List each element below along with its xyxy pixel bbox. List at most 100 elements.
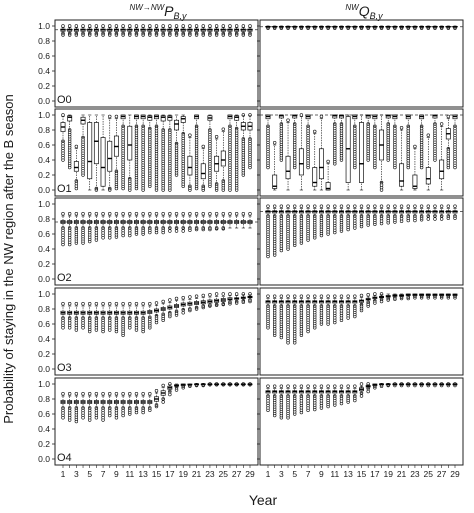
outlier-point [266,384,270,388]
box-year-9 [113,114,119,191]
outlier-point [148,392,152,396]
row-label: O4 [57,452,72,464]
outlier-point [188,212,192,216]
box-year-6 [93,392,99,420]
col-title-2-pre: NW [345,3,360,12]
box-year-17 [167,298,173,319]
box-year-1 [60,212,66,247]
y-tick-label: 0.4 [38,155,50,165]
box-year-26 [227,212,233,229]
box-year-9 [318,294,324,326]
box-year-29 [247,382,253,387]
box-year-26 [227,24,233,37]
box-year-28 [240,113,246,177]
box-year-15 [359,293,364,313]
panel-o2-col2 [257,197,464,286]
box-year-28 [240,382,246,387]
x-tick-label: 29 [450,469,460,479]
outlier-point [221,212,225,216]
box-iqr [339,114,344,119]
outlier-point [201,24,205,28]
row-label: O3 [57,362,72,374]
box-year-2 [67,392,73,422]
outlier-point [194,294,199,298]
outlier-point [306,294,310,298]
box-year-2 [67,114,73,170]
outlier-point [141,392,145,396]
box-year-10 [325,159,331,191]
box-year-24 [214,135,220,192]
outlier-point [168,298,172,302]
outlier-point [439,122,444,126]
box-year-21 [399,293,405,301]
box-year-19 [180,296,186,315]
box-year-29 [452,382,458,388]
outlier-point [61,113,65,117]
x-tick-label: 17 [165,469,175,479]
box-year-28 [240,292,246,304]
box-year-14 [352,204,358,230]
box-year-10 [325,294,331,326]
box-year-16 [365,204,371,227]
outlier-point [181,296,185,300]
outlier-point [359,204,364,208]
box-year-17 [372,114,378,170]
outlier-point [359,394,364,398]
outlier-point [339,384,344,388]
y-tick-label: 0.0 [38,454,50,464]
panel-frame [259,108,464,197]
box-year-13 [345,294,351,320]
box-year-3 [73,24,79,37]
box-year-26 [227,382,233,387]
outlier-point [272,204,277,208]
box-year-23 [412,382,418,388]
x-tick-label: 11 [330,469,339,479]
box-year-16 [365,25,371,30]
box-year-13 [140,392,146,415]
box-year-10 [325,384,331,409]
panel-frame [54,197,259,286]
box-year-9 [318,384,324,410]
panel-frame [259,287,464,376]
outlier-point [326,204,330,208]
outlier-point [148,212,152,216]
x-tick-label: 7 [306,469,311,479]
box-year-17 [167,382,173,397]
outlier-point [366,389,370,394]
outlier-point [61,24,65,28]
box-year-24 [214,382,220,387]
box-iqr [187,155,193,176]
box-iqr [127,125,133,161]
box-year-1 [60,302,66,330]
outlier-point [326,384,330,388]
outlier-point [174,24,179,28]
outlier-point [214,135,219,139]
box-year-1 [60,392,66,420]
outlier-point [279,294,284,298]
outlier-point [399,204,404,208]
y-tick-label: 0.0 [38,364,50,374]
box-year-3 [73,144,79,191]
box-year-23 [412,144,418,191]
box-iqr [439,159,445,180]
box-year-3 [73,302,79,332]
outlier-point [154,212,159,216]
outlier-point [174,296,179,301]
outlier-point [74,144,79,149]
outlier-point [214,212,219,216]
box-year-20 [187,133,193,192]
box-year-12 [134,114,139,191]
x-tick-label: 17 [370,469,380,479]
box-year-12 [339,204,344,233]
box-year-3 [278,25,284,30]
panel-frame [54,19,259,108]
x-tick-label: 1 [61,469,66,479]
box-year-10 [120,24,126,37]
box-year-10 [120,302,126,337]
outlier-point [286,294,290,298]
box-year-8 [312,25,318,30]
box-year-14 [147,302,153,330]
outlier-point [319,114,324,119]
outlier-point [208,293,212,297]
